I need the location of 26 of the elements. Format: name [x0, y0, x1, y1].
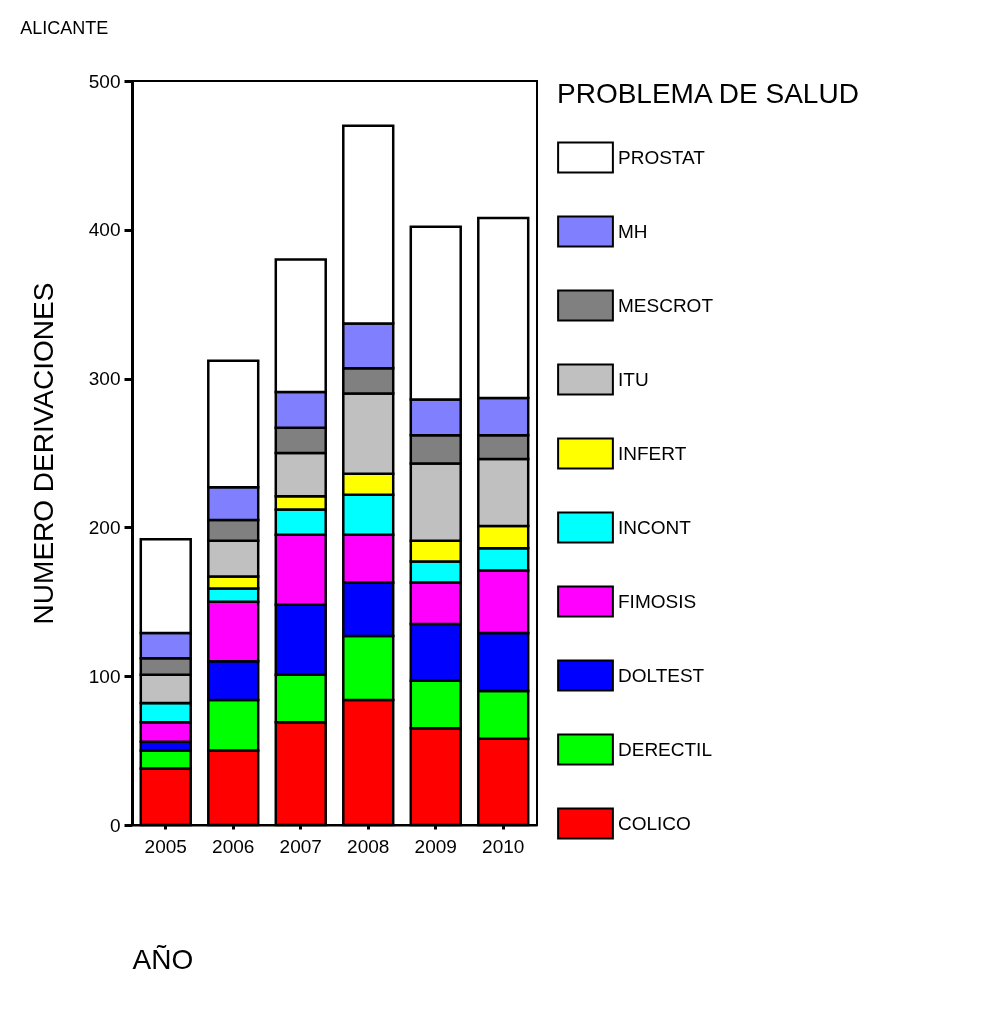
legend-label: COLICO [618, 812, 691, 834]
legend-title: PROBLEMA DE SALUD [557, 78, 859, 109]
y-tick-label: 0 [109, 814, 121, 836]
x-tick-label: 2008 [347, 835, 390, 857]
x-tick-label: 2010 [482, 835, 525, 857]
y-tick-label: 500 [88, 70, 121, 92]
x-tick-label: 2007 [279, 835, 322, 857]
y-axis-title: NUMERO DERIVACIONES [27, 282, 59, 625]
legend-label: INCONT [618, 516, 692, 538]
legend-label: INFERT [618, 442, 687, 464]
legend-label: ITU [618, 368, 649, 390]
x-tick-label: 2009 [414, 835, 457, 857]
legend-label: DERECTIL [618, 738, 712, 760]
x-tick-label: 2006 [212, 835, 255, 857]
legend-label: DOLTEST [618, 664, 705, 686]
legend-label: FIMOSIS [618, 590, 697, 612]
legend-label: MESCROT [618, 294, 714, 316]
x-tick-label: 2005 [144, 835, 187, 857]
legend-label: MH [618, 220, 648, 242]
y-tick-label: 200 [88, 516, 121, 538]
y-tick-label: 100 [88, 665, 121, 687]
chart-title: ALICANTE [20, 18, 109, 38]
y-tick-label: 300 [88, 368, 121, 390]
y-tick-label: 400 [88, 219, 121, 241]
legend-label: PROSTAT [618, 146, 706, 168]
x-axis-title: AÑO [132, 943, 194, 975]
